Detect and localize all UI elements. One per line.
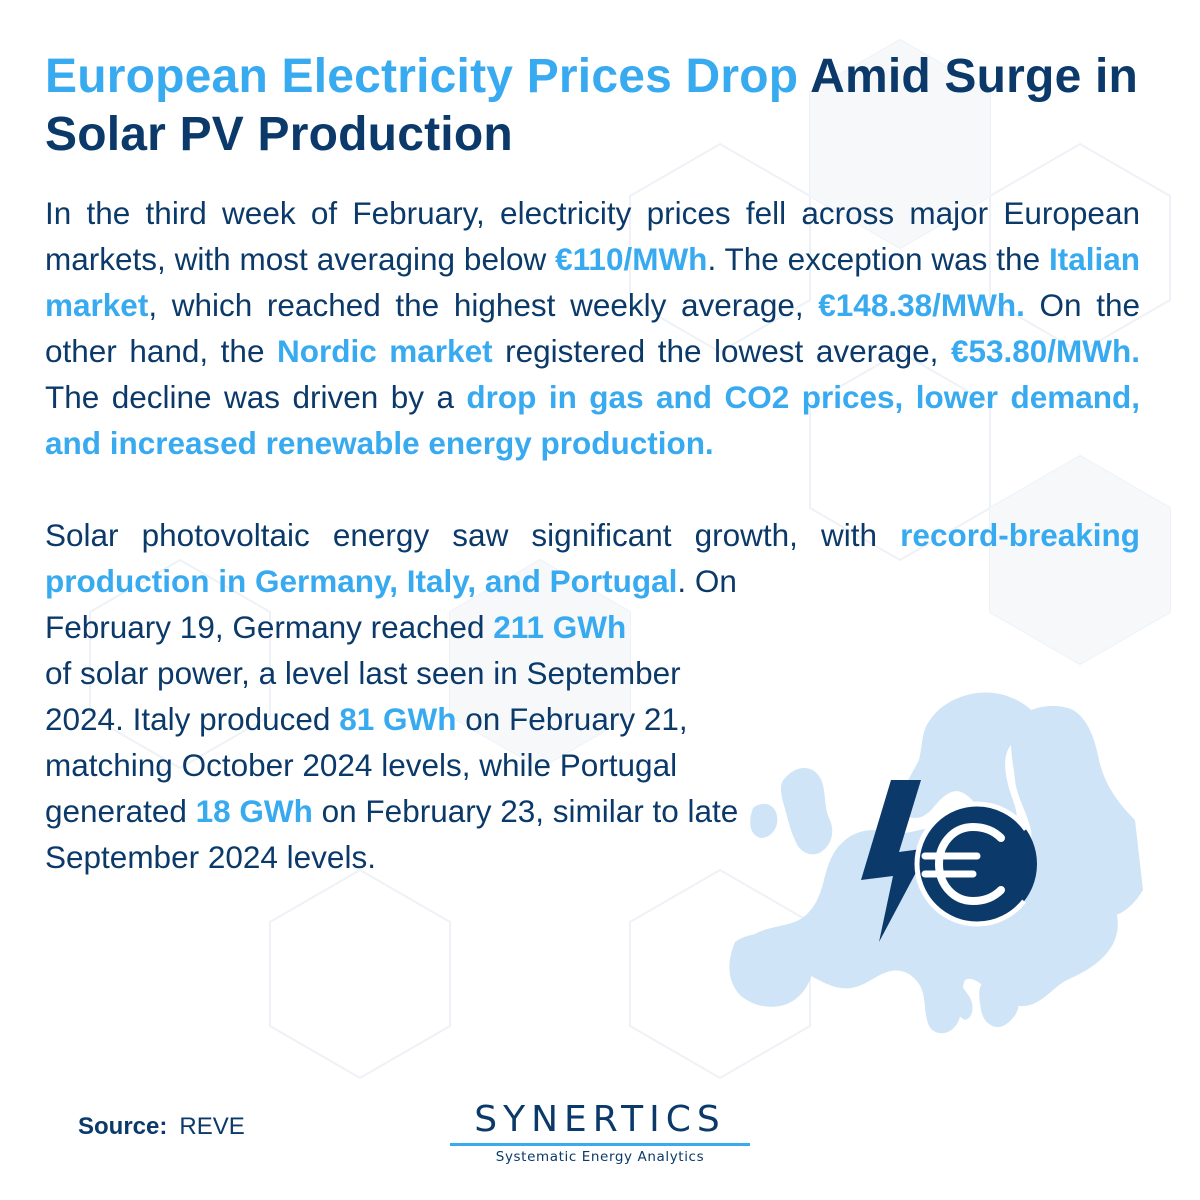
highlight-record-production: record-breaking production in Germany, I… <box>45 517 1140 599</box>
page-title: European Electricity Prices Drop Amid Su… <box>45 48 1140 164</box>
text-segment: , which reached the highest weekly avera… <box>148 287 819 323</box>
europe-map-icon <box>729 692 1143 1034</box>
highlight-portugal-gwh: 18 GWh <box>195 793 313 829</box>
text-segment: On the other hand, the <box>45 287 1140 369</box>
article-content: European Electricity Prices Drop Amid Su… <box>45 48 1140 880</box>
highlight-price-threshold: €110/MWh <box>555 241 708 277</box>
text-segment: In the third week of February, electrici… <box>45 195 1140 277</box>
text-segment: of solar power, a level last seen in Sep… <box>45 655 681 737</box>
text-segment: Solar photovoltaic energy saw significan… <box>45 517 901 553</box>
paragraph-solar: Solar photovoltaic energy saw significan… <box>45 512 1140 604</box>
euro-coin-icon <box>914 801 1040 927</box>
source-credit: Source: REVE <box>78 1113 245 1141</box>
text-segment: on February 21, matching October 2024 le… <box>45 701 688 829</box>
brand-name: SYNERTICS <box>474 1099 726 1140</box>
highlight-italy-gwh: 81 GWh <box>339 701 457 737</box>
lightning-bolt-icon <box>861 780 929 942</box>
brand-tagline: Systematic Energy Analytics <box>495 1149 705 1165</box>
highlight-italian-price: €148.38/MWh. <box>818 287 1025 323</box>
text-segment: . On <box>677 563 737 599</box>
highlight-germany-gwh: 211 GWh <box>493 609 627 645</box>
highlight-italian-market: Italian market <box>45 241 1140 323</box>
brand-logo: SYNERTICS Systematic Energy Analytics <box>450 1100 750 1166</box>
text-segment: . The exception was the <box>707 241 1049 277</box>
highlight-decline-drivers: drop in gas and CO2 prices, lower demand… <box>45 379 1140 461</box>
highlight-nordic-market: Nordic market <box>276 333 493 369</box>
source-value: REVE <box>179 1113 245 1140</box>
paragraph-prices: In the third week of February, electrici… <box>45 190 1140 466</box>
title-highlight: European Electricity Prices Drop <box>45 50 799 103</box>
title-rest: Amid Surge in Solar PV Production <box>45 50 1139 161</box>
text-segment: February 19, Germany reached <box>45 609 494 645</box>
text-segment: on February 23, similar to late Septembe… <box>45 793 739 875</box>
text-segment: registered the lowest average, <box>492 333 951 369</box>
paragraph-solar-details: February 19, Germany reached 211 GWh of … <box>45 604 745 880</box>
source-label: Source: <box>78 1113 168 1140</box>
brand-divider <box>450 1143 750 1146</box>
text-segment: The decline was driven by a <box>45 379 467 415</box>
highlight-nordic-price: €53.80/MWh. <box>950 333 1141 369</box>
